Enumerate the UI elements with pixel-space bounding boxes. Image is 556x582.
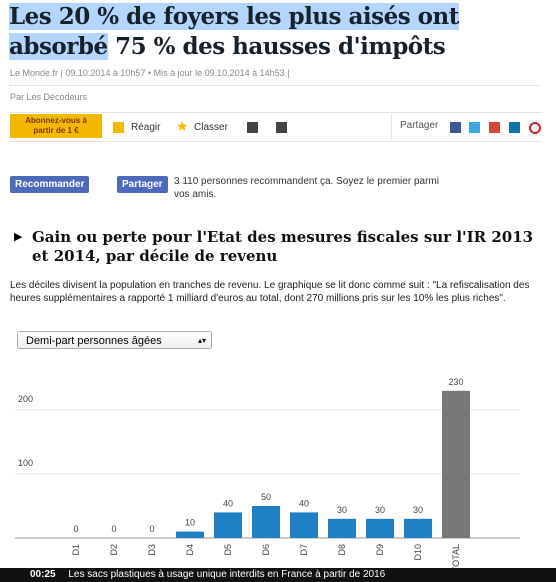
ticker-text: Les sacs plastiques à usage unique inter…: [68, 569, 386, 580]
x-tick-label: D7: [299, 544, 309, 556]
byline: Par Les Décodeurs: [10, 92, 88, 102]
value-label: 230: [448, 377, 463, 387]
save-link[interactable]: Classer: [194, 122, 228, 133]
twitter-icon[interactable]: [469, 122, 480, 133]
value-label: 0: [73, 524, 78, 534]
ticker-time: 00:25: [30, 569, 56, 580]
bar: [290, 512, 318, 538]
chart-title: Gain ou perte pour l'Etat des mesures fi…: [32, 228, 534, 265]
subscribe-text: Abonnez-vous à partir de 1 €: [25, 116, 87, 135]
bar: [252, 506, 280, 538]
chart-description: Les déciles divisent la population en tr…: [10, 280, 530, 304]
x-tick-label: D6: [261, 544, 271, 556]
star-icon: ★: [176, 118, 189, 134]
fb-share-button[interactable]: Partager: [117, 176, 168, 193]
x-tick-label: D5: [223, 544, 233, 556]
divider: [10, 85, 540, 86]
subscribe-button[interactable]: Abonnez-vous à partir de 1 €: [10, 114, 102, 138]
fb-text: 3 110 personnes recommandent ça. Soyez l…: [174, 176, 439, 200]
google-icon[interactable]: [489, 122, 500, 133]
bar: [404, 518, 432, 538]
print-icon[interactable]: [247, 122, 258, 133]
value-label: 40: [299, 498, 309, 508]
x-tick-label: D2: [109, 544, 119, 556]
bar: [366, 518, 394, 538]
dropdown-value: Demi-part personnes âgées: [26, 335, 162, 347]
x-tick-label: TOTAL: [451, 544, 461, 568]
facebook-icon[interactable]: [450, 122, 461, 133]
value-label: 0: [149, 524, 154, 534]
y-tick-label: 100: [18, 458, 33, 468]
x-tick-label: D8: [337, 544, 347, 556]
value-label: 0: [111, 524, 116, 534]
x-tick-label: D1: [71, 544, 81, 556]
value-label: 30: [413, 505, 423, 515]
dropdown[interactable]: Demi-part personnes âgées ▴▾: [17, 331, 212, 349]
bar: [442, 390, 470, 538]
headline-rest: 75 % des hausses d'impôts: [115, 33, 446, 60]
mail-icon[interactable]: [276, 122, 287, 133]
bar: [328, 518, 356, 538]
headline-line: Les 20 % de foyers les plus aisés ont: [9, 3, 459, 30]
x-tick-label: D3: [147, 544, 157, 556]
recommend-button[interactable]: Recommander: [10, 176, 90, 193]
separator: [391, 114, 392, 140]
value-label: 30: [375, 505, 385, 515]
headline-highlight: absorbé: [9, 33, 108, 60]
triangle-icon: ▶: [14, 231, 23, 243]
linkedin-icon[interactable]: [509, 122, 520, 133]
chart: 1002000D10D20D310D440D550D640D730D830D93…: [15, 377, 520, 568]
pinterest-icon[interactable]: [529, 122, 541, 134]
react-icon: [113, 122, 124, 133]
meta: Le Monde.fr | 09.10.2014 à 10h57 • Mis à…: [10, 68, 290, 78]
headline: Les 20 % de foyers les plus aisés ont ab…: [9, 2, 459, 62]
bar: [176, 531, 204, 538]
toolbar: [10, 112, 542, 142]
value-label: 50: [261, 492, 271, 502]
share-label: Partager: [400, 120, 439, 131]
value-label: 40: [223, 498, 233, 508]
value-label: 30: [337, 505, 347, 515]
x-tick-label: D4: [185, 544, 195, 556]
news-ticker: 00:25 Les sacs plastiques à usage unique…: [0, 568, 556, 582]
value-label: 10: [185, 518, 195, 528]
react-link[interactable]: Réagir: [131, 122, 161, 133]
x-tick-label: D9: [375, 544, 385, 556]
bar: [214, 512, 242, 538]
y-tick-label: 200: [18, 394, 33, 404]
x-tick-label: D10: [413, 544, 423, 561]
